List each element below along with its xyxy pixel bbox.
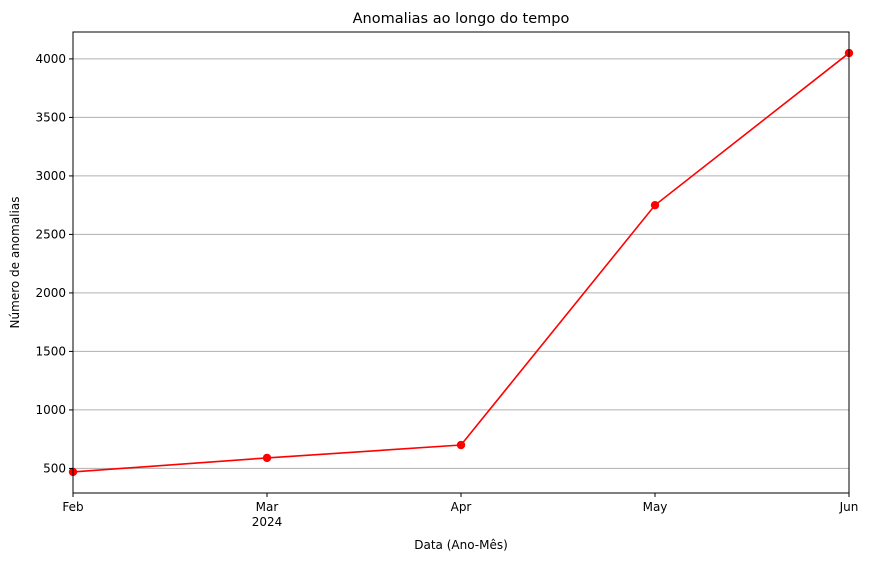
y-tick-label: 3500 (35, 110, 66, 124)
data-point (650, 200, 660, 210)
x-axis-label: Data (Ano-Mês) (414, 538, 508, 552)
plot-frame (72, 31, 850, 494)
y-tick-label: 4000 (35, 52, 66, 66)
y-tick-label: 2500 (35, 227, 66, 241)
y-tick-label: 500 (43, 461, 66, 475)
y-tick-label: 1000 (35, 403, 66, 417)
y-axis-ticks: 500 1000 1500 2000 2500 3000 3500 4000 (35, 52, 73, 475)
data-point (262, 453, 272, 463)
y-axis-label: Número de anomalias (8, 197, 22, 329)
data-point (456, 440, 466, 450)
series-line (72, 52, 850, 473)
y-tick-label: 2000 (35, 286, 66, 300)
x-tick-label: Jun (839, 500, 859, 514)
x-tick-label: Apr (451, 500, 472, 514)
y-tick-label: 1500 (35, 344, 66, 358)
grid-layer (73, 58, 849, 469)
x-year-label: 2024 (252, 515, 283, 529)
x-tick-label: Feb (62, 500, 83, 514)
x-tick-label: May (643, 500, 668, 514)
chart-title: Anomalias ao longo do tempo (353, 11, 570, 27)
y-tick-label: 3000 (35, 169, 66, 183)
x-tick-label: Mar (256, 500, 279, 514)
data-layer (68, 48, 854, 477)
